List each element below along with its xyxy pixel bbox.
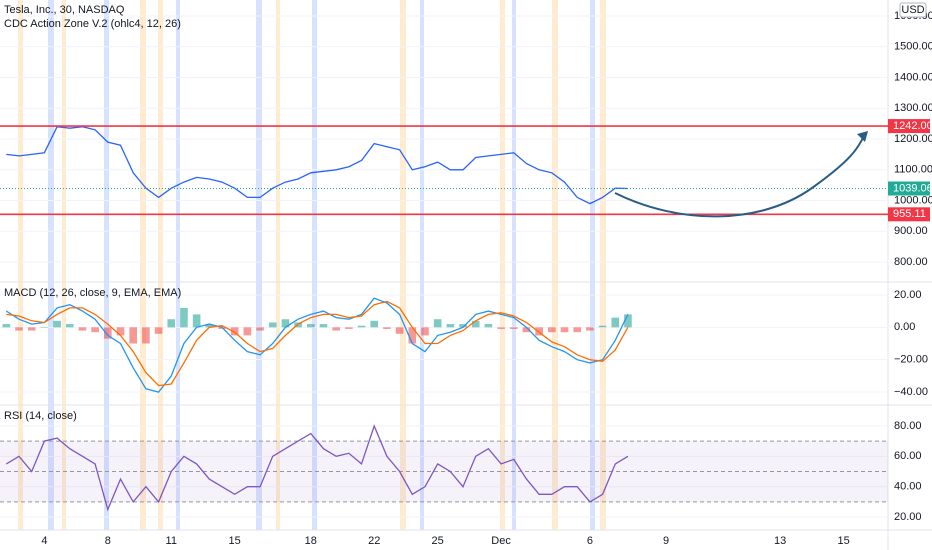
- y-tick-label: 0.00: [894, 321, 915, 333]
- histogram-bar: [560, 327, 569, 333]
- histogram-bar: [611, 317, 620, 328]
- histogram-bar: [586, 327, 594, 331]
- rsi-line: [5, 424, 629, 512]
- x-tick-label: 15: [837, 535, 849, 547]
- histogram-bar: [624, 314, 632, 328]
- histogram-bar: [357, 325, 366, 328]
- histogram-bar: [421, 327, 429, 336]
- histogram-bar: [116, 327, 125, 336]
- histogram-bar: [548, 327, 556, 333]
- histogram-bar: [484, 324, 493, 328]
- y-tick-label: 1400.00: [894, 71, 932, 83]
- x-tick-label: 8: [105, 535, 111, 547]
- histogram-bar: [522, 327, 531, 333]
- y-tick-label: 800.00: [894, 256, 928, 268]
- histogram-bar: [281, 319, 290, 328]
- histogram-bar: [154, 327, 163, 334]
- y-tick-label: 60.00: [894, 450, 922, 462]
- x-tick-label: 13: [774, 535, 786, 547]
- level-tag: [888, 207, 930, 222]
- histogram-bar: [408, 327, 417, 344]
- level-label: 1242.00: [893, 120, 932, 132]
- histogram-bar: [573, 327, 582, 333]
- histogram-bar: [205, 324, 214, 328]
- histogram-bar: [129, 327, 138, 344]
- y-tick-label: 1500.00: [894, 41, 932, 53]
- histogram-bar: [167, 319, 176, 328]
- histogram-bar: [53, 320, 61, 328]
- currency: USD: [901, 4, 924, 16]
- histogram-bar: [433, 319, 442, 328]
- y-tick-label: −20.00: [894, 354, 928, 366]
- histogram-bar: [142, 327, 150, 344]
- y-tick-label: 80.00: [894, 420, 922, 432]
- y-tick-label: 1200.00: [894, 133, 932, 145]
- histogram-bar: [243, 327, 252, 336]
- histogram-bar: [497, 327, 505, 329]
- histogram-bar: [27, 327, 36, 331]
- histogram-bar: [332, 327, 340, 331]
- x-tick-label: 6: [587, 535, 593, 547]
- y-tick-label: 900.00: [894, 225, 928, 237]
- histogram-bar: [383, 327, 391, 329]
- histogram-bar: [192, 314, 201, 328]
- x-tick-label: 9: [663, 535, 669, 547]
- histogram-bar: [535, 327, 543, 336]
- arrow-head: [857, 131, 868, 142]
- x-tick-label: 25: [432, 535, 444, 547]
- y-tick-label: 20.00: [894, 511, 922, 523]
- histogram-bar: [370, 320, 379, 328]
- y-tick-label: 1100.00: [894, 164, 932, 176]
- symbol-title: Tesla, Inc., 30, NASDAQ: [4, 4, 125, 16]
- histogram-bar: [319, 324, 328, 328]
- y-tick-label: 1000.00: [894, 194, 932, 206]
- histogram-bar: [104, 327, 112, 339]
- level-label: 1039.06: [893, 182, 932, 194]
- y-tick-label: −40.00: [894, 386, 928, 398]
- indicator-title: CDC Action Zone V.2 (ohlc4, 12, 26): [4, 18, 181, 30]
- histogram-bar: [40, 327, 49, 328]
- y-tick-label: 1300.00: [894, 102, 932, 114]
- x-tick-label: Dec: [491, 535, 511, 547]
- price-line: [6, 126, 628, 205]
- projection-arrow: [614, 133, 867, 218]
- histogram-bar: [230, 327, 239, 336]
- histogram-bar: [509, 327, 518, 329]
- histogram-bar: [471, 320, 480, 328]
- macd-title: MACD (12, 26, close, 9, EMA, EMA): [4, 287, 181, 299]
- histogram-bar: [598, 325, 607, 328]
- x-tick-label: 4: [41, 535, 47, 547]
- histogram-bar: [2, 324, 11, 328]
- histogram-bar: [395, 327, 404, 334]
- zone-stripes: [18, 0, 606, 530]
- histogram-bar: [345, 327, 353, 329]
- histogram-bar: [91, 327, 99, 333]
- rsi-title: RSI (14, close): [4, 410, 77, 422]
- histogram-bar: [256, 327, 264, 331]
- x-tick-label: 15: [229, 535, 241, 547]
- x-tick-label: 18: [305, 535, 317, 547]
- histogram-bar: [306, 324, 315, 328]
- macd-line: [6, 300, 629, 387]
- histogram-bar: [15, 327, 23, 331]
- histogram-bar: [65, 324, 74, 328]
- histogram-bar: [180, 307, 188, 328]
- y-tick-label: 20.00: [894, 289, 922, 301]
- y-tick-label: 40.00: [894, 481, 922, 493]
- level-tag: [888, 119, 930, 134]
- histogram-bar: [459, 324, 467, 328]
- currency-box: [899, 2, 927, 18]
- macd-line: [5, 297, 629, 393]
- level-label: 955.11: [893, 208, 926, 220]
- level-tag: [888, 181, 930, 196]
- histogram-bar: [268, 322, 277, 328]
- x-tick-label: 11: [166, 535, 177, 547]
- x-tick-label: 22: [368, 535, 380, 547]
- histogram-bar: [78, 327, 87, 331]
- histogram-bar: [446, 324, 455, 328]
